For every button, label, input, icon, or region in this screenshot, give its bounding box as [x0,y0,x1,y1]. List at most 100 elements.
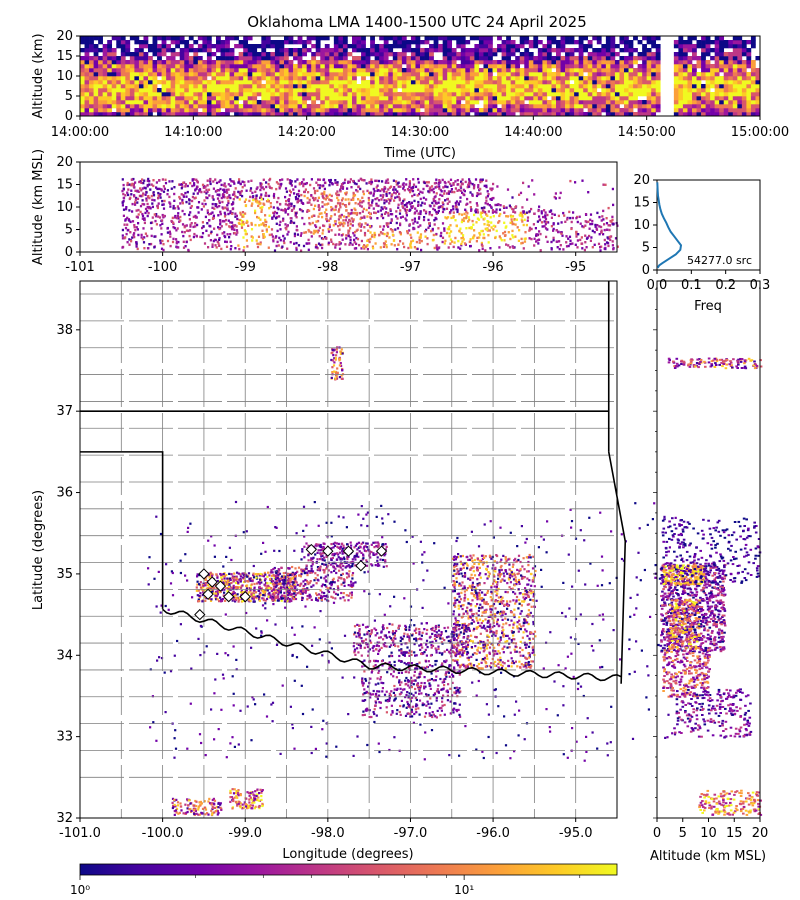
time-height-cell [741,68,747,73]
time-height-cell [587,88,593,93]
lon-alt-cell [338,221,341,224]
time-height-cell [687,76,693,81]
time-height-cell [93,36,99,41]
lon-alt-cell [345,191,348,194]
lon-alt-cell [218,199,221,203]
time-height-cell [556,60,561,65]
time-height-cell [583,88,589,93]
time-height-cell [456,72,462,77]
lon-alt-cell [485,213,488,216]
time-height-cell [170,68,176,73]
time-height-cell [211,72,217,77]
time-height-cell [383,92,389,97]
time-height-cell [692,52,697,57]
time-height-cell [252,108,258,113]
time-height-cell [152,80,158,85]
lon-alt-cell [290,184,293,187]
lon-alt-cell [341,233,345,236]
lon-alt-cell [558,247,561,251]
lon-alt-cell [444,239,447,242]
lon-alt-cell [450,216,453,220]
lon-alt-cell [480,229,483,233]
time-height-cell [220,40,226,45]
time-height-cell [651,52,657,57]
lon-alt-cell [124,218,127,221]
time-height-cell [537,100,543,105]
time-height-cell [297,40,303,45]
lon-alt-cell [383,199,386,202]
lon-alt-cell [142,192,145,195]
lon-alt-cell [200,190,203,194]
lon-alt-cell [581,242,584,245]
lon-alt-cell [425,184,428,187]
lon-alt-cell [426,242,429,246]
time-height-cell [401,80,407,85]
time-height-cell [388,76,394,81]
lon-alt-cell [462,219,465,223]
time-height-cell [546,88,552,93]
time-height-ytick-label: 5 [65,89,73,104]
lon-alt-cell [465,216,468,219]
time-height-cell [274,76,280,81]
time-height-cell [161,84,167,89]
lon-alt-cell [352,198,355,201]
lon-alt-cell [287,230,290,234]
time-height-cell [732,80,738,85]
lon-alt-cell [535,233,538,236]
lon-alt-cell [289,191,293,194]
time-height-cell [451,64,457,69]
time-height-cell [469,80,475,85]
time-height-cell [682,80,688,85]
lon-alt-cell [478,231,481,235]
lon-alt-cell [533,212,536,215]
time-height-cell [515,104,521,109]
time-height-cell [184,64,190,69]
time-height-cell [116,72,122,77]
time-height-cell [433,100,439,105]
lon-alt-cell [448,200,451,203]
lon-alt-cell [229,178,232,181]
lon-alt-cell [215,181,219,185]
lon-alt-cell [225,245,229,248]
lon-alt-cell [562,211,565,215]
lon-alt-cell [461,236,465,239]
lon-alt-cell [259,196,262,199]
lon-alt-cell [466,185,469,189]
time-height-cell [361,52,366,57]
lon-alt-cell [128,209,131,212]
lon-alt-cell [396,182,399,185]
time-height-cell [524,108,530,113]
time-height-cell [728,68,734,73]
time-height-cell [596,80,602,85]
time-height-cell [451,68,457,73]
lon-alt-cell [360,239,363,243]
lon-alt-cell [432,191,435,194]
lon-alt-cell [494,236,497,240]
lon-alt-cell [157,202,160,205]
time-height-cell [370,64,375,69]
time-height-cell [701,100,706,105]
time-height-cell [533,84,539,89]
time-height-cell [465,80,471,85]
lon-alt-cell [144,193,147,196]
time-height-cell [98,60,103,65]
time-height-cell [342,76,348,81]
time-height-cell [288,60,294,65]
time-height-cell [365,104,371,109]
lon-alt-cell [349,220,352,223]
time-height-cell [256,52,262,57]
time-height-cell [234,72,239,77]
time-height-cell [89,36,94,41]
lon-alt-cell [483,184,486,188]
lon-alt-cell [207,188,211,191]
time-height-cell [533,68,539,73]
time-height-cell [737,64,743,69]
lon-alt-cell [211,217,215,220]
time-height-cell [234,108,239,113]
time-height-cell [673,52,679,57]
time-height-cell [220,104,226,109]
lon-alt-cell [566,216,569,220]
time-height-cell [628,108,634,113]
time-height-cell [302,104,307,109]
time-height-cell [488,72,493,77]
